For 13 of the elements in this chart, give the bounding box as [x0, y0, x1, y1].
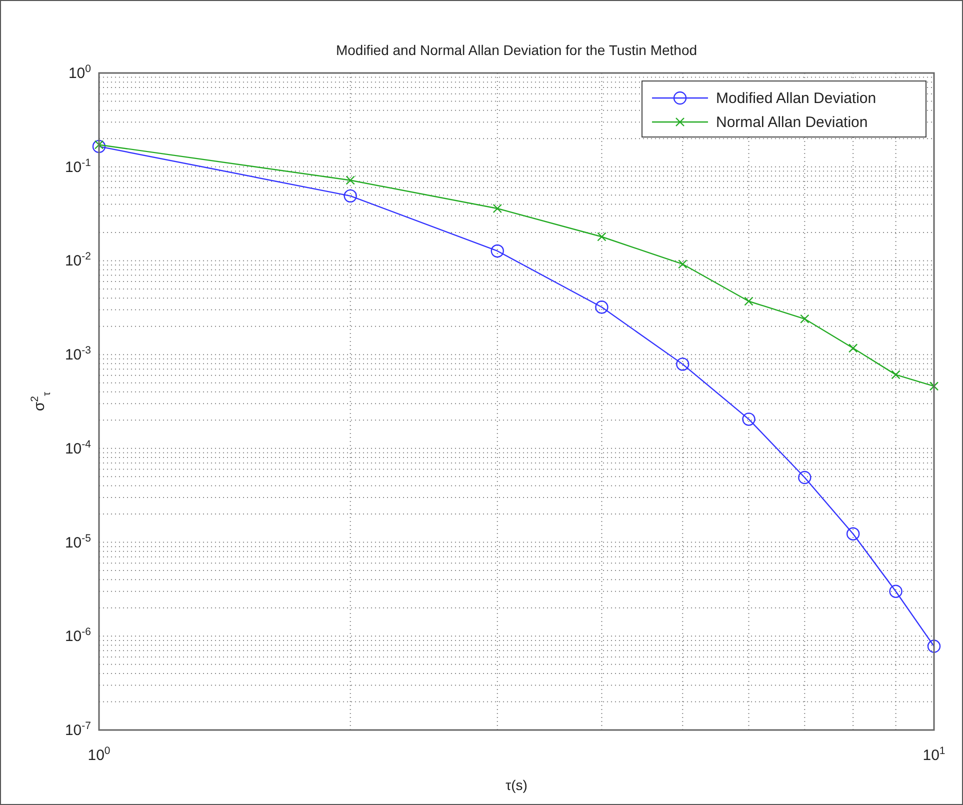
y-tick-label: 10$^{0}$	[68, 63, 92, 82]
chart-title: Modified and Normal Allan Deviation for the Tustin Method	[336, 42, 698, 58]
legend-label: Modified Allan Deviation	[716, 90, 876, 107]
y-tick-label: 10$^{-4}$	[64, 438, 92, 458]
legend-label: Normal Allan Deviation	[716, 114, 868, 131]
y-tick-label: 10$^{-6}$	[64, 626, 92, 646]
y-tick-label: 10$^{-7}$	[64, 720, 92, 739]
y-tick-label: 10$^{-5}$	[64, 532, 92, 552]
y-tick-label: 10$^{-3}$	[64, 344, 92, 364]
x-tick-label: 10$^{1}$	[922, 745, 946, 764]
x-axis-title: τ(s)	[506, 777, 528, 793]
y-tick-label: 10$^{-1}$	[64, 156, 92, 176]
y-tick-label: 10$^{-2}$	[64, 250, 92, 270]
